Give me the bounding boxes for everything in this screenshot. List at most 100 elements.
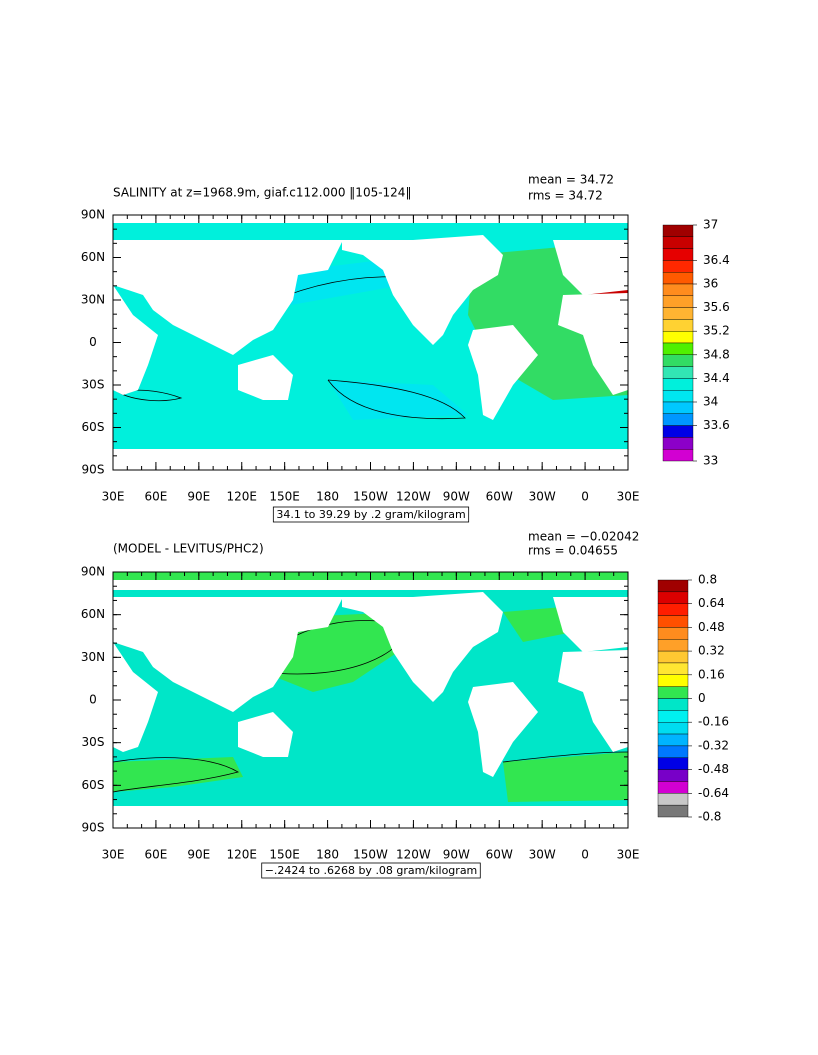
colorbar-label: 0.8 xyxy=(698,573,717,587)
colorbar-box xyxy=(657,757,689,770)
lon-label: 150E xyxy=(269,848,300,862)
colorbar-label: 0.64 xyxy=(698,596,725,610)
colorbar-box xyxy=(657,781,689,794)
caption-box xyxy=(261,862,481,879)
lon-label: 60E xyxy=(144,848,167,862)
colorbar-box xyxy=(662,342,694,356)
lon-label: 30E xyxy=(102,490,125,504)
lat-label: 60N xyxy=(81,250,105,264)
colorbar-box xyxy=(657,615,689,628)
southern-anomaly xyxy=(503,752,628,802)
lat-label: 90N xyxy=(81,565,105,579)
colorbar-box xyxy=(662,307,694,320)
lat-label: 30N xyxy=(81,650,105,664)
colorbar-box xyxy=(662,413,694,426)
lon-label: 60W xyxy=(486,490,513,504)
colorbar-label: 35.6 xyxy=(703,300,730,314)
lon-label: 120W xyxy=(396,848,431,862)
colorbar-box xyxy=(657,793,689,806)
lat-label: 90S xyxy=(82,821,105,835)
lon-label: 60W xyxy=(486,848,513,862)
colorbar-box xyxy=(657,591,689,604)
colorbar-box xyxy=(662,354,694,367)
colorbar-box xyxy=(662,449,694,462)
colorbar-box xyxy=(662,425,694,438)
colorbar-label: 0.48 xyxy=(698,620,725,634)
colorbar-label: 33.6 xyxy=(703,418,730,432)
map-panel xyxy=(112,572,629,828)
lat-label: 0 xyxy=(89,335,97,349)
contour xyxy=(117,389,183,402)
colorbar-label: 0.16 xyxy=(698,667,725,681)
lon-label: 180 xyxy=(316,490,339,504)
lon-label: 120E xyxy=(227,848,258,862)
lon-label: 30W xyxy=(529,848,556,862)
lat-label: 60S xyxy=(82,778,105,792)
mean-label: mean = 34.72 xyxy=(528,173,614,187)
lat-label: 60N xyxy=(81,607,105,621)
colorbar-box xyxy=(657,733,689,747)
lon-label: 30E xyxy=(617,848,640,862)
colorbar-label: 0.32 xyxy=(698,644,725,658)
colorbar-box xyxy=(662,260,694,273)
colorbar-box xyxy=(657,686,689,699)
caption-box xyxy=(272,506,470,523)
colorbar-box xyxy=(662,331,694,344)
colorbar-box xyxy=(657,650,689,664)
colorbar-box xyxy=(657,579,689,593)
lat-label: 90N xyxy=(81,208,105,222)
lon-label: 90W xyxy=(443,848,470,862)
caption: 34.1 to 39.29 by .2 gram/kilogram xyxy=(276,508,465,521)
lon-label: 90W xyxy=(443,490,470,504)
colorbar-box xyxy=(662,236,694,249)
colorbar-box xyxy=(662,224,694,238)
lon-label: 30E xyxy=(617,490,640,504)
lon-label: 0 xyxy=(581,848,589,862)
lon-label: 150W xyxy=(353,490,388,504)
colorbar-box xyxy=(657,674,689,687)
lon-label: 0 xyxy=(581,490,589,504)
colorbar-box xyxy=(662,437,694,450)
atlantic-anomaly xyxy=(503,607,573,642)
colorbar-label: -0.32 xyxy=(698,738,729,752)
lat-label: 30N xyxy=(81,293,105,307)
lon-label: 150W xyxy=(353,848,388,862)
panel-title: (MODEL - LEVITUS/PHC2) xyxy=(113,542,264,556)
southern-anomaly xyxy=(113,757,243,792)
lon-label: 180 xyxy=(316,848,339,862)
lat-label: 0 xyxy=(89,693,97,707)
lon-label: 90E xyxy=(187,848,210,862)
colorbar-box xyxy=(657,769,689,782)
lon-label: 150E xyxy=(269,490,300,504)
contour xyxy=(327,379,466,420)
colorbar-label: 36.4 xyxy=(703,253,730,267)
colorbar-box xyxy=(657,804,689,818)
colorbar-label: 34.8 xyxy=(703,347,730,361)
colorbar-box xyxy=(662,401,694,415)
colorbar-box xyxy=(662,295,694,308)
colorbar-label: 0 xyxy=(698,691,706,705)
lon-label: 120E xyxy=(227,490,258,504)
colorbar-box xyxy=(662,390,694,403)
colorbar-box xyxy=(657,662,689,676)
colorbar-label: 34 xyxy=(703,395,718,409)
colorbar-box xyxy=(662,366,694,379)
lon-label: 30W xyxy=(529,490,556,504)
colorbar-label: 36 xyxy=(703,277,718,291)
colorbar-label: 37 xyxy=(703,218,718,232)
lat-label: 30S xyxy=(82,378,105,392)
colorbar-box xyxy=(657,698,689,711)
colorbar-label: 33 xyxy=(703,454,718,468)
lon-label: 60E xyxy=(144,490,167,504)
mean-label: mean = −0.02042 xyxy=(528,530,639,544)
lat-label: 60S xyxy=(82,420,105,434)
colorbar-label: -0.16 xyxy=(698,715,729,729)
colorbar-label: 35.2 xyxy=(703,324,730,338)
panel-title: SALINITY at z=1968.9m, giaf.c112.000 ‖10… xyxy=(113,186,411,200)
caption: −.2424 to .6268 by .08 gram/kilogram xyxy=(265,864,478,877)
colorbar-box xyxy=(657,603,689,616)
lon-label: 90E xyxy=(187,490,210,504)
contour xyxy=(502,751,629,763)
lat-label: 30S xyxy=(82,735,105,749)
